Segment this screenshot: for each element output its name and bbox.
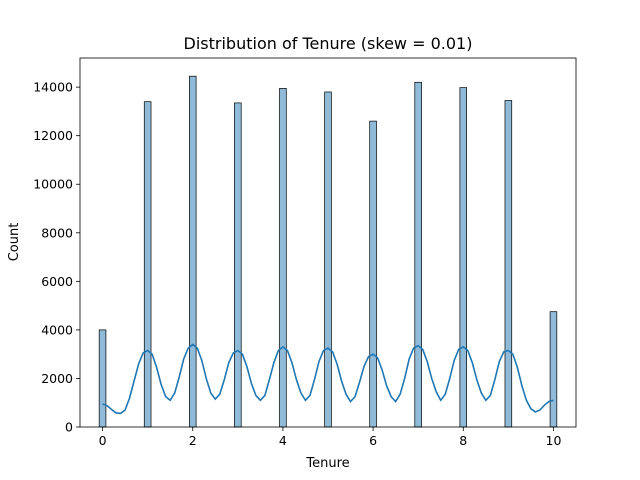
x-tick-label: 10 bbox=[546, 433, 562, 448]
histogram-bars bbox=[98, 75, 558, 428]
x-tick-label: 6 bbox=[369, 433, 377, 448]
y-axis-ticks: 0 2000 4000 6000 8000 10000 12000 14000 bbox=[33, 80, 80, 435]
histogram-bar bbox=[459, 87, 468, 428]
y-tick-label: 6000 bbox=[41, 274, 73, 289]
y-axis-label: Count bbox=[7, 223, 22, 262]
x-axis-ticks: 0 2 4 6 8 10 bbox=[99, 427, 562, 448]
histogram-bar bbox=[369, 120, 377, 428]
chart-title: Distribution of Tenure (skew = 0.01) bbox=[184, 34, 473, 53]
histogram-bar bbox=[504, 100, 513, 428]
x-tick-label: 4 bbox=[279, 433, 287, 448]
x-tick-label: 2 bbox=[189, 433, 197, 448]
y-tick-label: 10000 bbox=[33, 177, 73, 192]
histogram-bar bbox=[143, 101, 152, 428]
y-tick-label: 0 bbox=[65, 420, 73, 435]
y-tick-label: 12000 bbox=[33, 128, 73, 143]
histogram-bar bbox=[549, 311, 558, 428]
histogram-bar bbox=[98, 329, 107, 428]
y-tick-label: 4000 bbox=[41, 322, 73, 337]
y-tick-label: 14000 bbox=[33, 80, 73, 95]
histogram-bar bbox=[188, 75, 197, 428]
x-tick-label: 8 bbox=[459, 433, 467, 448]
y-tick-label: 8000 bbox=[41, 225, 73, 240]
y-tick-label: 2000 bbox=[41, 371, 73, 386]
plot-frame bbox=[79, 57, 577, 428]
x-tick-label: 0 bbox=[99, 433, 107, 448]
histogram-bar bbox=[414, 81, 422, 428]
histogram-bar bbox=[279, 87, 287, 428]
x-axis-label: Tenure bbox=[305, 456, 349, 471]
kde-curve bbox=[102, 343, 554, 415]
histogram-bar bbox=[324, 91, 332, 428]
histogram-bar bbox=[234, 102, 242, 428]
